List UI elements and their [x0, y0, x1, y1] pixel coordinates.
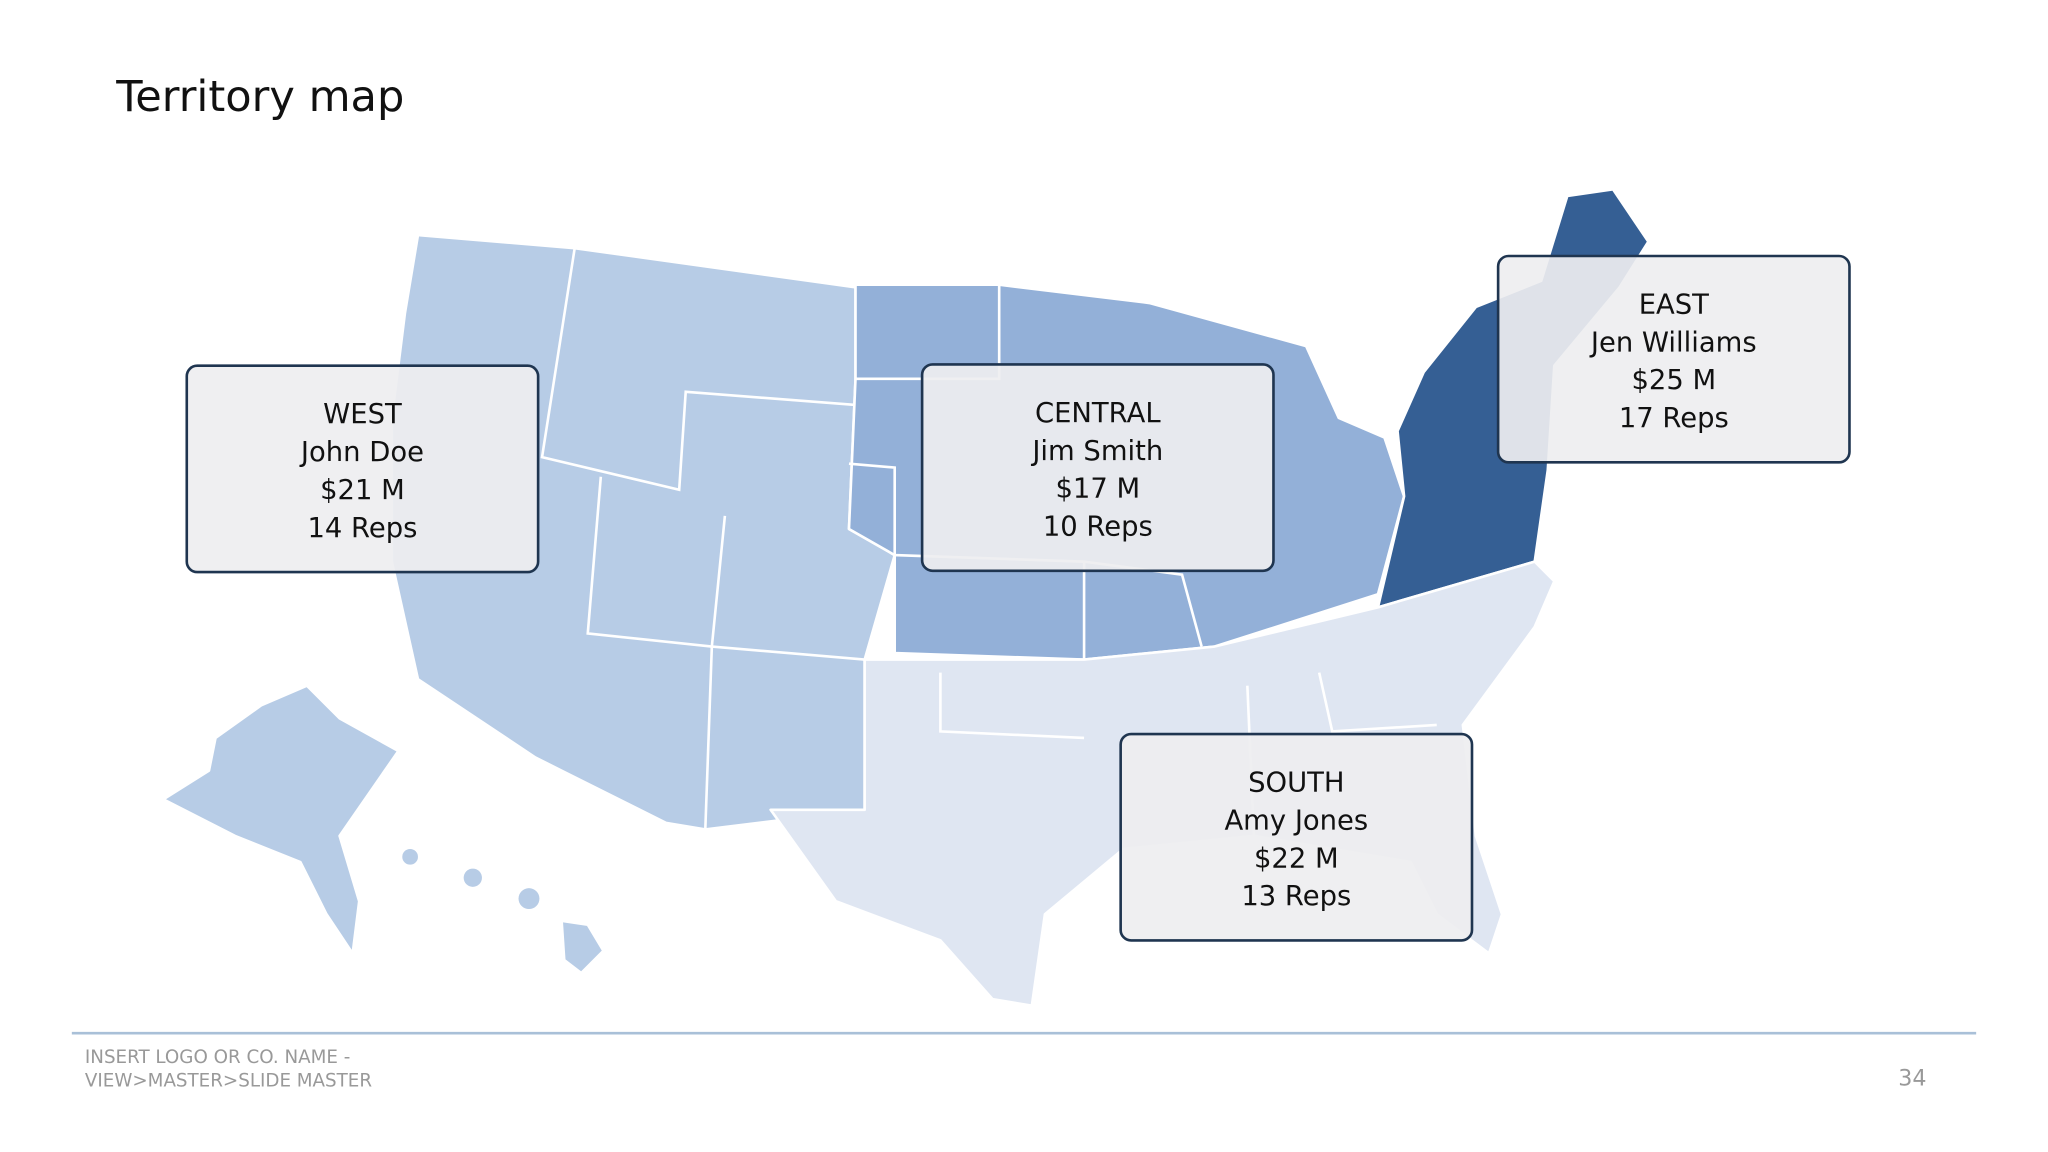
footer-text: INSERT LOGO OR CO. NAME - [85, 1047, 350, 1068]
region-manager: John Doe [299, 437, 424, 468]
region-manager: Amy Jones [1224, 805, 1368, 836]
hawaii-island [402, 848, 418, 865]
region-box: SOUTH Amy Jones $22 M 13 Reps [1119, 732, 1474, 942]
region-manager: Jen Williams [1589, 327, 1757, 358]
region-name: SOUTH [1248, 768, 1344, 799]
region-box: EAST Jen Williams $25 M 17 Reps [1496, 254, 1851, 464]
region-box-frame [920, 363, 1275, 573]
region-manager: Jim Smith [1030, 436, 1163, 467]
hawaii [560, 919, 605, 975]
region-revenue: $22 M [1254, 843, 1339, 874]
region-name: EAST [1639, 289, 1709, 320]
hawaii-island [463, 868, 482, 887]
region-box-frame [185, 364, 540, 574]
alaska [161, 684, 400, 955]
region-revenue: $25 M [1631, 365, 1716, 396]
region-revenue: $17 M [1055, 474, 1140, 505]
slide-title: Territory map [115, 72, 404, 122]
page-number: 34 [1898, 1065, 1926, 1091]
region-box: CENTRAL Jim Smith $17 M 10 Reps [920, 363, 1275, 573]
region-reps: 13 Reps [1241, 881, 1351, 912]
region-reps: 17 Reps [1619, 403, 1729, 434]
region-reps: 10 Reps [1043, 512, 1153, 543]
region-name: CENTRAL [1035, 398, 1161, 429]
region-revenue: $21 M [320, 475, 405, 506]
hawaii-island [518, 888, 540, 910]
footer-text: VIEW>MASTER>SLIDE MASTER [85, 1071, 372, 1092]
region-boxes: WEST John Doe $21 M 14 Reps CENTRAL Jim Smith… [185, 254, 1851, 942]
region-box: WEST John Doe $21 M 14 Reps [185, 364, 540, 574]
region-box-frame [1119, 732, 1474, 942]
region-reps: 14 Reps [307, 513, 417, 544]
region-name: WEST [323, 399, 402, 430]
region-box-frame [1496, 254, 1851, 464]
